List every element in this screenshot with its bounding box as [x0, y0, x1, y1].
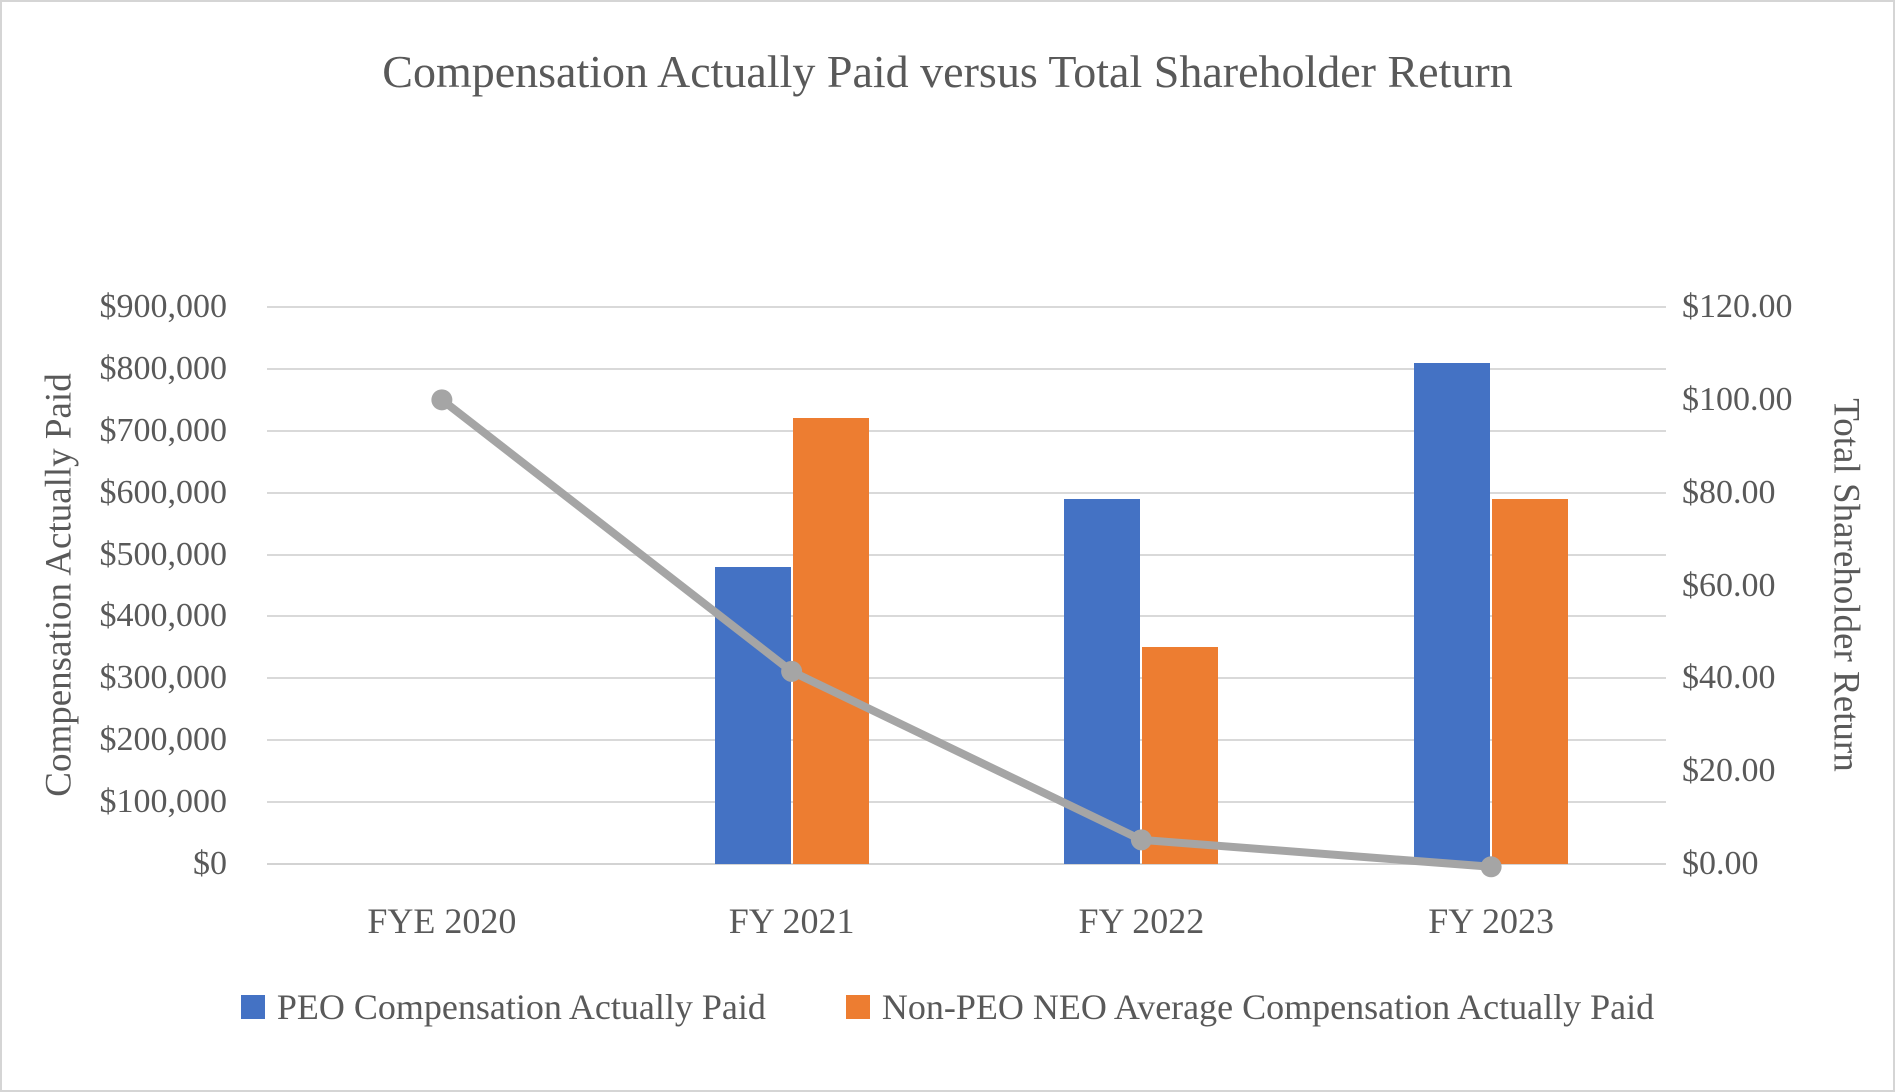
legend-item-non-peo-neo-average-compensation-actually-paid: Non-PEO NEO Average Compensation Actuall…	[845, 987, 1655, 1027]
x-axis-label-fy-2021: FY 2021	[728, 901, 855, 941]
line-marker-fy-2022	[1130, 829, 1152, 851]
legend: PEO Compensation Actually Paid Non-PEO NE…	[2, 987, 1893, 1027]
bar-non-peo-neo-average-compensation-actually-paid-fy-2022	[1142, 647, 1219, 864]
gridline	[267, 306, 1666, 308]
legend-label: PEO Compensation Actually Paid	[276, 987, 766, 1027]
right-axis-tick-label: $60.00	[1682, 566, 1776, 604]
right-axis-title: Total Shareholder Return	[1825, 398, 1867, 772]
x-axis-line	[267, 863, 1666, 865]
chart-title: Compensation Actually Paid versus Total …	[382, 46, 1513, 97]
right-axis-tick-label: $40.00	[1682, 659, 1776, 697]
bar-non-peo-neo-average-compensation-actually-paid-fy-2023	[1492, 498, 1569, 864]
gridline	[267, 677, 1666, 680]
left-axis-tick-label: $0	[193, 845, 227, 882]
line-marker-fye-2020	[431, 389, 453, 411]
left-axis-tick-label: $200,000	[99, 721, 228, 759]
bar-non-peo-neo-average-compensation-actually-paid-fy-2021	[792, 418, 869, 864]
gridline	[267, 615, 1666, 618]
left-axis-tick-label: $900,000	[99, 288, 228, 325]
gridline	[267, 429, 1666, 432]
left-axis-tick-label: $500,000	[99, 535, 228, 573]
x-axis-label-fy-2022: FY 2022	[1078, 901, 1205, 941]
gridline	[267, 491, 1666, 494]
line-total-shareholder-return	[439, 396, 1492, 871]
left-axis-tick-label: $300,000	[99, 659, 228, 697]
bar-peo-compensation-actually-paid-fy-2023	[1414, 362, 1491, 864]
right-axis-tick-label: $120.00	[1682, 288, 1793, 325]
line-marker-fy-2023	[1480, 856, 1502, 878]
gridline	[267, 367, 1666, 370]
x-axis-label-fye-2020: FYE 2020	[367, 901, 517, 941]
bar-peo-compensation-actually-paid-fy-2022	[1064, 498, 1141, 864]
gridline	[267, 801, 1666, 804]
legend-swatch-icon	[240, 995, 265, 1019]
gridline	[267, 553, 1666, 556]
x-axis-label-fy-2023: FY 2023	[1428, 901, 1554, 941]
legend-label: Non-PEO NEO Average Compensation Actuall…	[881, 987, 1655, 1027]
right-axis-tick-label: $80.00	[1682, 473, 1776, 511]
left-axis-tick-label: $600,000	[99, 473, 228, 511]
left-axis-tick-label: $100,000	[99, 783, 228, 821]
plot-area	[267, 306, 1666, 878]
line-marker-fy-2021	[781, 660, 803, 682]
left-axis-tick-label: $700,000	[99, 411, 228, 449]
right-axis-tick-label: $20.00	[1682, 752, 1776, 790]
legend-swatch-icon	[845, 995, 870, 1019]
gridline	[267, 739, 1666, 742]
line-layer	[431, 389, 1502, 878]
right-axis-tick-label: $100.00	[1682, 380, 1793, 418]
left-axis-tick-label: $800,000	[99, 349, 228, 387]
left-axis-tick-label: $400,000	[99, 597, 228, 635]
legend-item-peo-compensation-actually-paid: PEO Compensation Actually Paid	[240, 987, 766, 1027]
right-axis-tick-label: $0.00	[1682, 845, 1759, 882]
